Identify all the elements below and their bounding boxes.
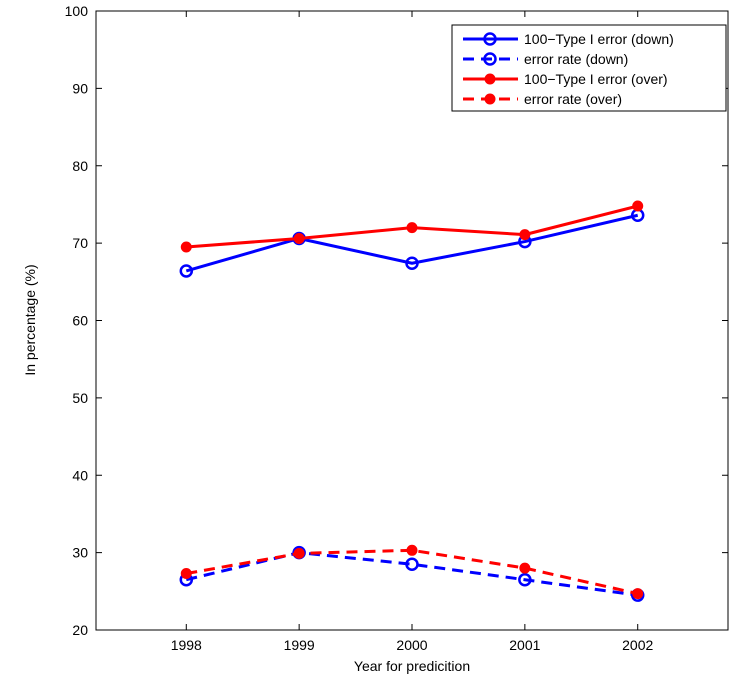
series-line [186,548,639,596]
x-tick-label: 2002 [622,637,653,653]
x-tick-label: 1999 [284,637,315,653]
data-point [519,229,531,241]
legend-marker [483,52,497,66]
legend: 100−Type I error (down) error rate (down)… [451,24,727,112]
data-point [179,264,194,278]
legend-item: 100−Type I error (over) [463,71,668,87]
legend-marker [484,93,496,105]
legend-label: 100−Type I error (down) [524,31,674,47]
x-tick-label: 2001 [509,637,540,653]
legend-item: error rate (down) [463,51,628,67]
y-axis-label: In percentage (%) [22,264,38,375]
y-tick-label: 30 [72,545,88,561]
data-point [406,544,418,556]
data-point [405,557,419,571]
legend-label: error rate (over) [524,91,622,107]
series-line [185,551,638,597]
y-tick-label: 20 [72,622,88,638]
data-point [632,588,644,600]
series-line [185,213,639,273]
data-point [406,222,418,234]
data-point [180,568,192,580]
data-point [405,256,419,270]
y-tick-label: 40 [72,467,88,483]
x-axis: 1998 1999 2000 2001 2002 [171,11,653,653]
y-tick-label: 100 [65,3,89,19]
data-point [519,562,531,574]
data-point [518,572,532,587]
data-point [293,232,305,244]
y-tick-label: 50 [72,390,88,406]
y-tick-label: 90 [72,80,88,96]
legend-marker [483,32,497,46]
legend-item: error rate (over) [463,91,622,107]
x-tick-label: 2000 [396,637,427,653]
data-point [293,547,305,559]
data-point [180,241,192,253]
legend-label: 100−Type I error (over) [524,71,668,87]
legend-item: 100−Type I error (down) [463,31,674,47]
series-4 [180,544,644,600]
x-tick-label: 1998 [171,637,202,653]
y-tick-label: 70 [72,235,88,251]
y-tick-label: 80 [72,158,88,174]
data-point [632,200,644,212]
legend-marker [484,73,496,85]
plot-background [96,11,728,630]
legend-label: error rate (down) [524,51,628,67]
series-layer [179,200,645,602]
y-axis: 20 30 40 50 60 70 80 90 100 [65,3,728,638]
y-tick-label: 60 [72,313,88,329]
series-3 [180,200,644,253]
x-axis-label: Year for predicition [354,658,470,674]
